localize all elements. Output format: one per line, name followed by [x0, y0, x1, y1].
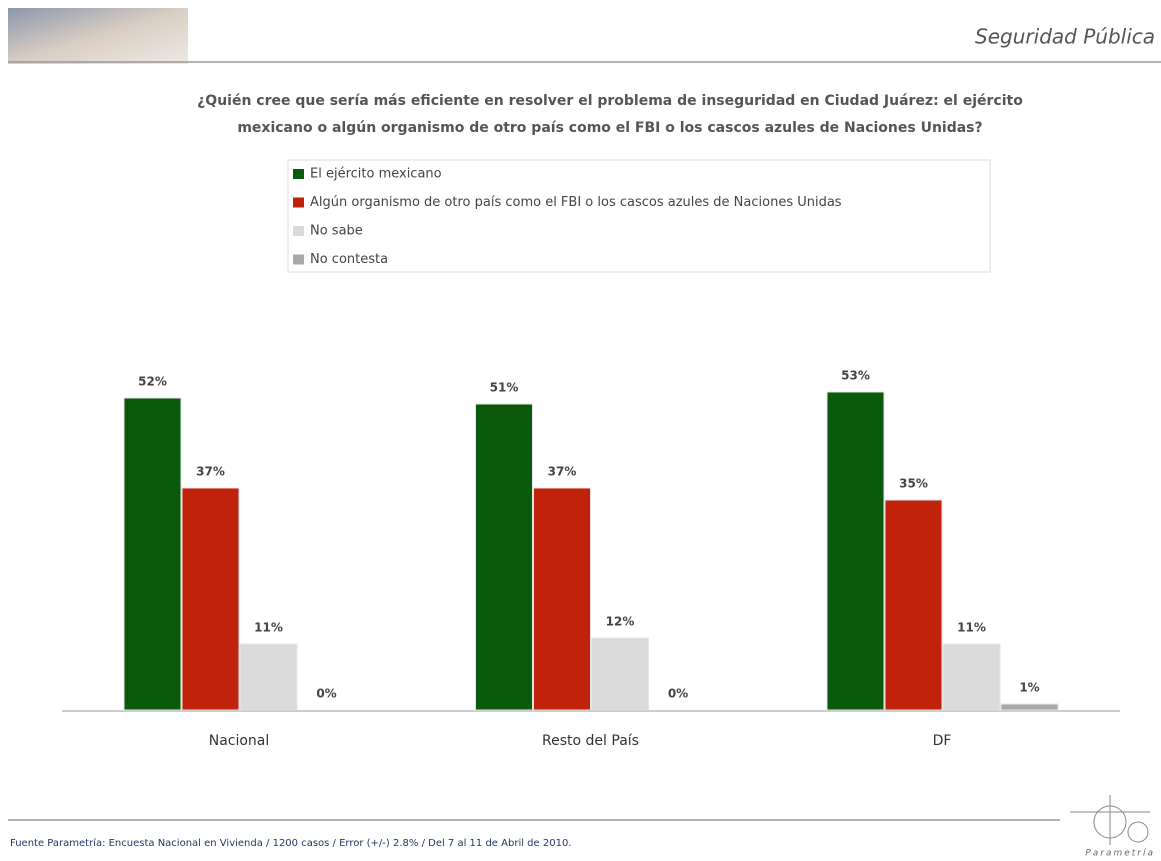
legend-box — [287, 159, 991, 273]
value-label: 37% — [196, 465, 225, 479]
value-label: 52% — [138, 375, 167, 389]
logo-circle — [1127, 821, 1149, 843]
source-note: Fuente Parametría: Encuesta Nacional en … — [10, 837, 571, 849]
bar — [884, 499, 943, 711]
value-label: 37% — [548, 465, 577, 479]
bar — [533, 487, 591, 711]
x-tick-label: DF — [933, 733, 952, 749]
bar — [826, 391, 885, 711]
bar — [181, 487, 240, 711]
bar — [1000, 703, 1059, 711]
logo — [1070, 795, 1150, 845]
value-label: 51% — [490, 381, 519, 395]
logo-circle — [1093, 805, 1127, 839]
logo-text: Parametría — [1085, 849, 1155, 859]
bar — [591, 637, 649, 711]
chart-title: mexicano o algún organismo de otro país … — [237, 120, 982, 136]
bar — [239, 643, 298, 711]
legend-label: Algún organismo de otro país como el FBI… — [310, 195, 842, 210]
legend-swatch — [293, 169, 304, 179]
legend-label: No sabe — [310, 224, 363, 239]
legend-label: No contesta — [310, 252, 388, 267]
x-tick-label: Nacional — [209, 733, 270, 749]
legend-label: El ejército mexicano — [310, 167, 442, 182]
bar — [475, 403, 533, 711]
legend-swatch — [293, 197, 304, 208]
value-label: 11% — [957, 621, 986, 635]
legend-swatch — [293, 226, 304, 236]
bar — [942, 643, 1001, 711]
value-label: 0% — [316, 687, 336, 701]
value-label: 0% — [668, 687, 688, 701]
value-label: 1% — [1019, 681, 1039, 695]
chart-title: ¿Quién cree que sería más eficiente en r… — [197, 93, 1023, 109]
section-title: Seguridad Pública — [975, 25, 1155, 49]
value-label: 35% — [899, 477, 928, 491]
legend-swatch — [293, 254, 304, 265]
value-label: 12% — [606, 615, 635, 629]
x-tick-label: Resto del País — [542, 733, 639, 749]
bar — [123, 397, 182, 711]
header-photo — [8, 8, 188, 64]
value-label: 11% — [254, 621, 283, 635]
value-label: 53% — [841, 369, 870, 383]
